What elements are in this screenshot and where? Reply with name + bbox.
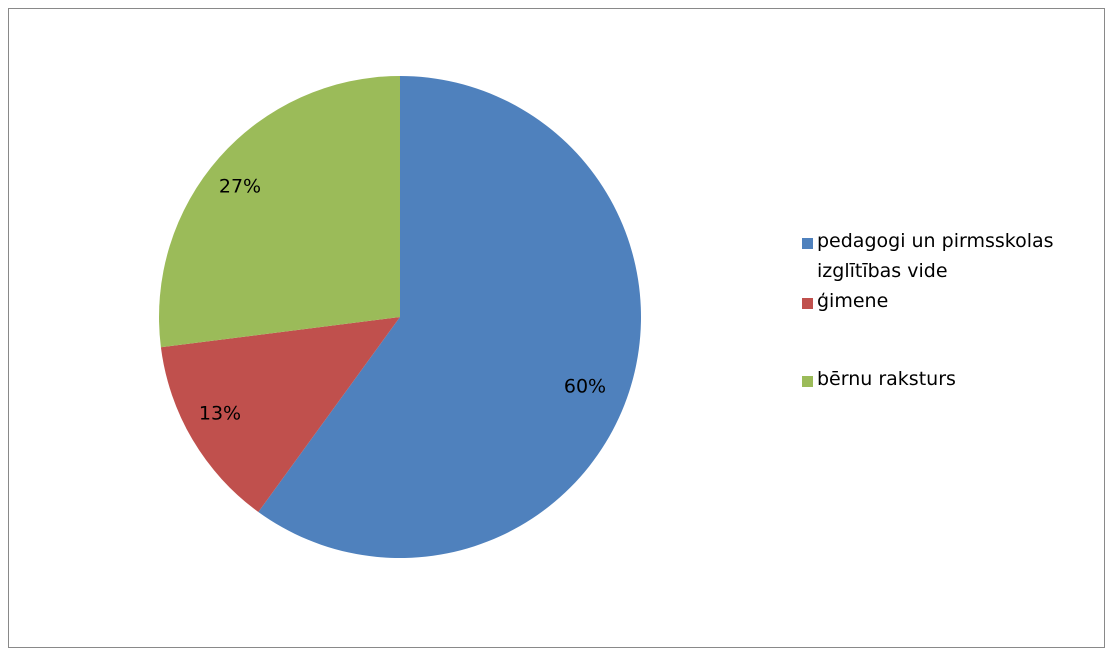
data-label-bernu-raksturs: 27%	[219, 176, 261, 198]
legend-label-gimene: ģimene	[817, 290, 889, 312]
pie-chart: 60% 13% 27%	[159, 76, 641, 558]
data-label-gimene: 13%	[199, 403, 241, 425]
legend-item-pedagogi: pedagogi un pirmsskolas izglītības vide	[802, 230, 1054, 286]
legend-swatch-bernu-raksturs	[802, 376, 813, 387]
pie-slice-bernu-raksturs	[159, 76, 400, 348]
pie-data-labels: 60% 13% 27%	[199, 176, 606, 425]
pie-slice-gimene	[160, 317, 400, 512]
pie-slices	[159, 76, 641, 558]
legend-label-bernu-raksturs: bērnu raksturs	[817, 368, 956, 390]
legend-label-pedagogi-line2: izglītības vide	[817, 260, 948, 282]
legend-item-bernu-raksturs: bērnu raksturs	[802, 368, 956, 394]
pie-slice-pedagogi	[258, 76, 641, 558]
data-label-pedagogi: 60%	[564, 376, 606, 398]
legend-label-pedagogi-line1: pedagogi un pirmsskolas	[817, 230, 1054, 252]
legend-swatch-pedagogi	[802, 238, 813, 249]
legend-swatch-gimene	[802, 298, 813, 309]
legend-item-gimene: ģimene	[802, 290, 888, 316]
